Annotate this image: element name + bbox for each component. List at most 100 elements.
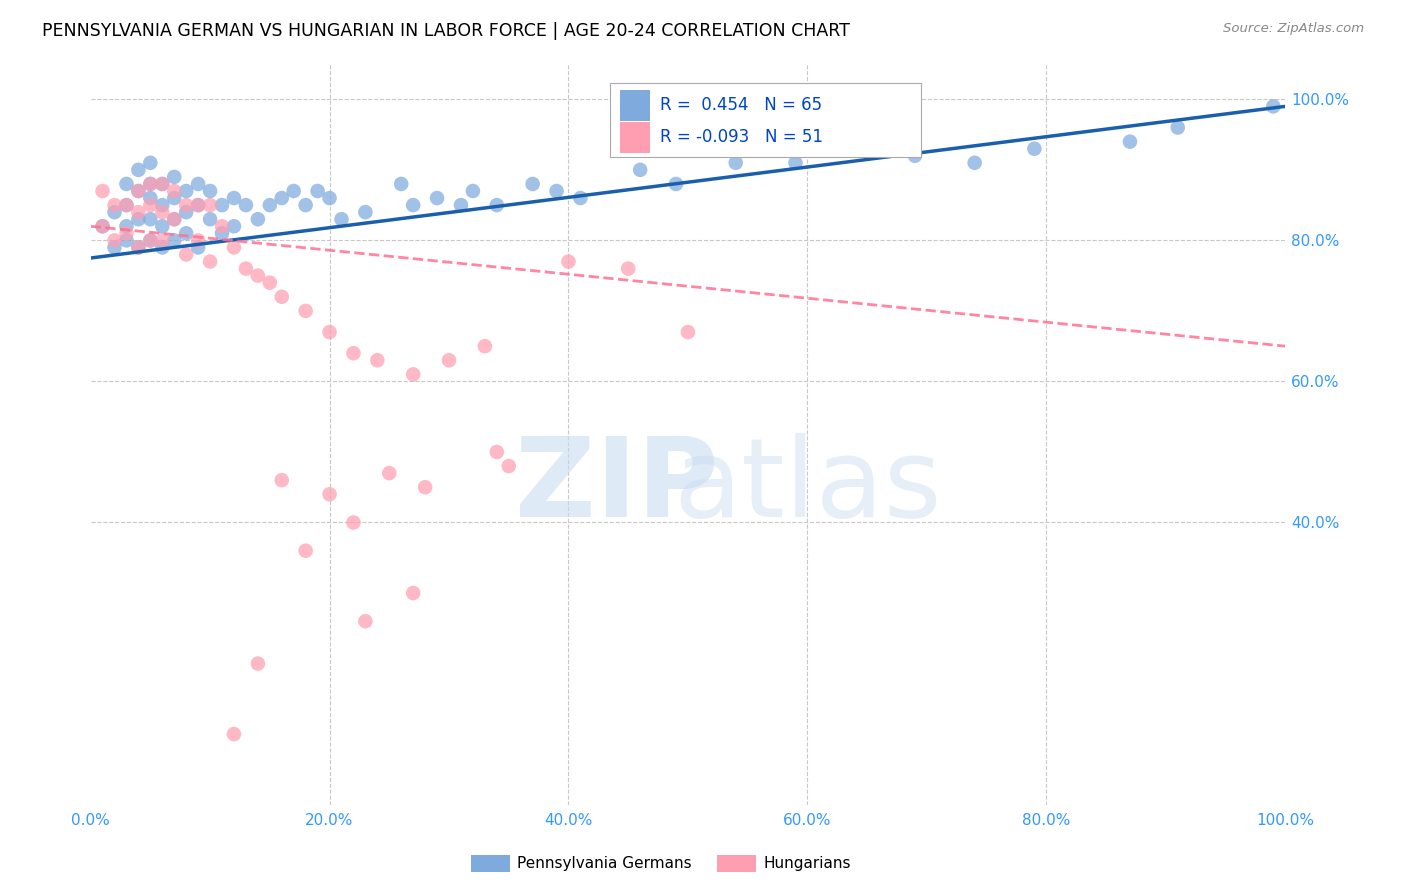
Point: [259, 198, 281, 212]
Point: [318, 325, 340, 339]
Point: [904, 149, 927, 163]
Text: R =  0.454   N = 65: R = 0.454 N = 65: [661, 95, 823, 114]
Point: [115, 219, 138, 234]
Point: [246, 268, 269, 283]
Point: [246, 212, 269, 227]
Point: [150, 177, 173, 191]
Point: [139, 233, 162, 247]
Point: [1119, 135, 1142, 149]
Point: [522, 177, 544, 191]
Point: [402, 368, 425, 382]
FancyBboxPatch shape: [620, 90, 650, 121]
Point: [187, 198, 209, 212]
Point: [222, 191, 245, 205]
Point: [139, 198, 162, 212]
Point: [139, 177, 162, 191]
Point: [557, 254, 579, 268]
Point: [437, 353, 460, 368]
Point: [103, 240, 125, 254]
Point: [91, 184, 114, 198]
Point: [676, 325, 699, 339]
Point: [235, 261, 257, 276]
Point: [91, 219, 114, 234]
Text: R = -0.093   N = 51: R = -0.093 N = 51: [661, 128, 824, 145]
Point: [115, 198, 138, 212]
Point: [115, 233, 138, 247]
Point: [163, 212, 186, 227]
Point: [115, 198, 138, 212]
Point: [546, 184, 568, 198]
Point: [211, 219, 233, 234]
Point: [150, 198, 173, 212]
Point: [294, 304, 316, 318]
Point: [342, 346, 364, 360]
Text: PENNSYLVANIA GERMAN VS HUNGARIAN IN LABOR FORCE | AGE 20-24 CORRELATION CHART: PENNSYLVANIA GERMAN VS HUNGARIAN IN LABO…: [42, 22, 851, 40]
Point: [270, 290, 292, 304]
Point: [354, 205, 377, 219]
Point: [174, 198, 197, 212]
Point: [474, 339, 496, 353]
Point: [222, 727, 245, 741]
Point: [174, 247, 197, 261]
Point: [665, 177, 688, 191]
Text: Pennsylvania Germans: Pennsylvania Germans: [517, 856, 692, 871]
Point: [127, 162, 149, 177]
Point: [150, 240, 173, 254]
Point: [127, 240, 149, 254]
Point: [461, 184, 484, 198]
Point: [198, 198, 221, 212]
Point: [174, 205, 197, 219]
Text: Hungarians: Hungarians: [763, 856, 851, 871]
Point: [115, 177, 138, 191]
Point: [139, 156, 162, 170]
Point: [402, 586, 425, 600]
Point: [103, 233, 125, 247]
Point: [150, 219, 173, 234]
Point: [1263, 99, 1285, 113]
Text: ZIP: ZIP: [515, 433, 718, 540]
Point: [294, 198, 316, 212]
Point: [174, 184, 197, 198]
Point: [963, 156, 986, 170]
Point: [270, 473, 292, 487]
Point: [283, 184, 305, 198]
Point: [127, 212, 149, 227]
Point: [724, 156, 747, 170]
FancyBboxPatch shape: [620, 122, 650, 153]
Point: [139, 233, 162, 247]
Point: [211, 198, 233, 212]
Point: [91, 219, 114, 234]
Point: [389, 177, 412, 191]
Point: [413, 480, 436, 494]
Point: [198, 212, 221, 227]
Point: [222, 219, 245, 234]
Point: [318, 487, 340, 501]
Point: [307, 184, 329, 198]
Point: [402, 198, 425, 212]
Point: [485, 445, 508, 459]
Point: [127, 240, 149, 254]
Point: [426, 191, 449, 205]
Point: [485, 198, 508, 212]
Point: [378, 466, 401, 480]
Point: [163, 184, 186, 198]
Point: [115, 227, 138, 241]
Point: [187, 233, 209, 247]
Point: [617, 261, 640, 276]
Point: [569, 191, 592, 205]
Point: [139, 212, 162, 227]
Point: [139, 191, 162, 205]
Point: [163, 233, 186, 247]
Point: [342, 516, 364, 530]
Point: [139, 177, 162, 191]
Point: [235, 198, 257, 212]
Point: [450, 198, 472, 212]
Point: [127, 205, 149, 219]
Point: [1167, 120, 1189, 135]
Point: [330, 212, 353, 227]
Text: Source: ZipAtlas.com: Source: ZipAtlas.com: [1223, 22, 1364, 36]
FancyBboxPatch shape: [610, 83, 921, 157]
Point: [127, 184, 149, 198]
Point: [259, 276, 281, 290]
Point: [163, 212, 186, 227]
